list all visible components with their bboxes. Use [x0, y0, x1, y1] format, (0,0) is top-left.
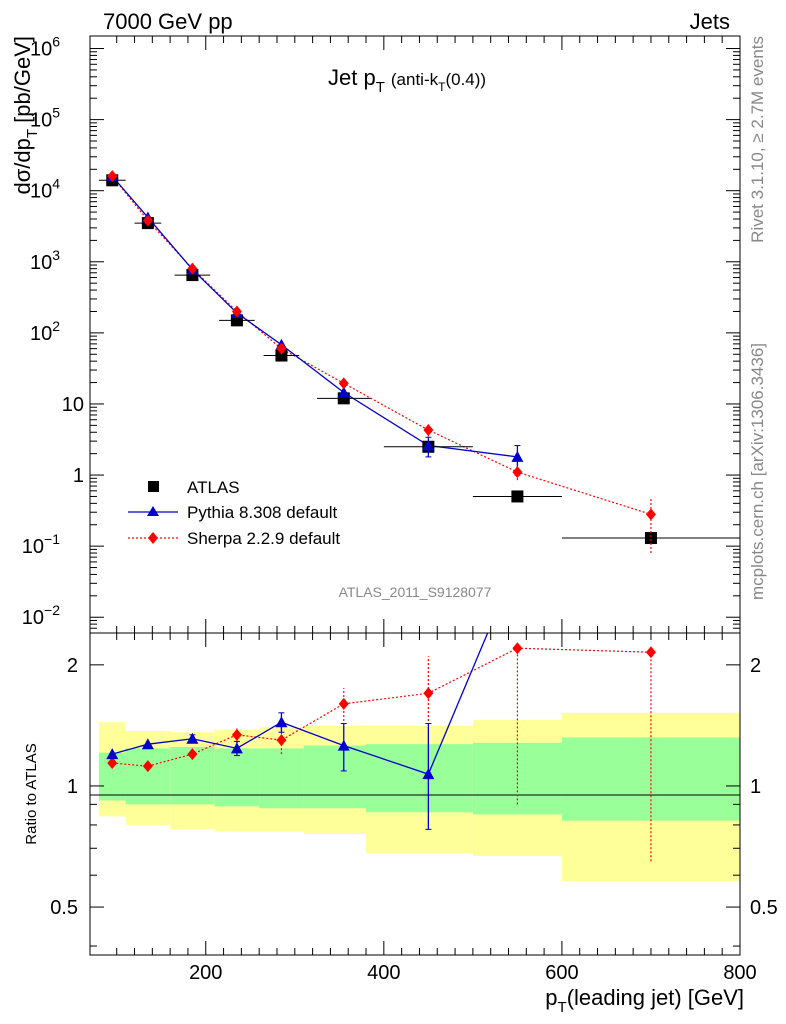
- legend-atlas-label: ATLAS: [187, 478, 240, 497]
- ratio-pythia-point: [275, 716, 288, 728]
- ratio-ytick-label-right: 1: [750, 776, 761, 798]
- legend-sherpa-label: Sherpa 2.2.9 default: [187, 529, 340, 548]
- pythia-point: [511, 450, 524, 462]
- main-axis-ticks: [90, 36, 741, 634]
- legend-sherpa-marker: [148, 532, 158, 544]
- ratio-frame: [89, 632, 741, 956]
- ratio-sherpa-point: [645, 646, 656, 659]
- ratio-pythia-point: [337, 739, 350, 751]
- watermark: ATLAS_2011_S9128077: [339, 584, 492, 600]
- ratio-pythia-point: [230, 742, 243, 754]
- ratio-ytick-label-right: 2: [750, 655, 761, 677]
- ratio-ytick-label-left: 2: [67, 655, 78, 677]
- main-series: [98, 170, 740, 554]
- main-ylabel: dσ/dpT [pb/GeV]: [10, 36, 41, 195]
- ratio-xlabel: pT(leading jet) [GeV]: [545, 985, 744, 1016]
- ratio-series: [106, 556, 656, 862]
- sherpa-point: [512, 466, 523, 479]
- pythia-point: [337, 386, 350, 398]
- ratio-ytick-label-left: 1: [67, 776, 78, 798]
- header-left: 7000 GeV pp: [103, 9, 233, 34]
- ratio-sherpa-point: [187, 748, 198, 761]
- header-right: Jets: [690, 9, 730, 34]
- pythia-line: [111, 175, 518, 458]
- ratio-xtick-label: 800: [723, 962, 756, 984]
- chart-title: Jet pT (anti-kT(0.4)): [328, 65, 486, 96]
- ratio-pythia-line: [112, 633, 489, 775]
- ratio-ylabel: Ratio to ATLAS: [23, 743, 40, 844]
- main-ytick-label: 1: [73, 465, 84, 487]
- sherpa-point: [231, 305, 242, 318]
- ratio-xtick-label: 600: [545, 962, 578, 984]
- legend-pythia-label: Pythia 8.308 default: [187, 503, 338, 522]
- ratio-bands: [98, 712, 740, 882]
- main-ytick-label: 105: [30, 105, 60, 132]
- inner-band: [303, 745, 367, 809]
- main-ytick-label: 102: [30, 318, 60, 345]
- ratio-pythia-point: [422, 768, 435, 780]
- sherpa-point: [107, 170, 118, 183]
- ratio-panel: 0.5 0.5 1 1 2 2 200 400 600 800 Ratio to ATLAS pT…: [23, 556, 778, 1016]
- sherpa-point: [142, 214, 153, 227]
- main-ytick-label: 106: [30, 34, 60, 61]
- sherpa-point: [187, 262, 198, 275]
- sherpa-line: [111, 175, 652, 515]
- inner-band: [366, 744, 473, 813]
- ratio-sherpa-point: [142, 760, 153, 773]
- sherpa-point: [423, 424, 434, 437]
- legend: ATLAS Pythia 8.308 default Sherpa 2.2.9 …: [128, 478, 340, 548]
- main-ytick-label: 103: [30, 247, 60, 274]
- atlas-point: [275, 349, 288, 362]
- ratio-ytick-label-left: 0.5: [50, 897, 78, 919]
- main-ytick-label: 104: [30, 176, 60, 203]
- ratio-xtick-label: 400: [367, 962, 400, 984]
- pythia-point: [422, 439, 435, 451]
- ratio-pythia-point: [141, 738, 154, 750]
- atlas-point: [511, 490, 524, 503]
- ratio-pythia-point: [511, 556, 523, 567]
- ratio-points: [106, 556, 656, 862]
- ratio-sherpa-point: [338, 697, 349, 710]
- atlas-point: [644, 532, 657, 545]
- inner-band: [259, 748, 304, 809]
- sherpa-point: [338, 377, 349, 390]
- mcplots-note: mcplots.cern.ch [arXiv:1306.3436]: [748, 343, 767, 600]
- ratio-sherpa-point: [107, 757, 118, 770]
- ratio-sherpa-point: [276, 734, 287, 747]
- ratio-sherpa-point: [423, 687, 434, 700]
- sherpa-point: [276, 342, 287, 355]
- inner-band: [125, 748, 171, 805]
- inner-band: [214, 748, 260, 807]
- legend-atlas-marker: [148, 481, 159, 492]
- ratio-pythia-point: [186, 732, 199, 744]
- main-ytick-label: 10−1: [22, 531, 60, 558]
- ratio-sherpa-point: [512, 642, 523, 655]
- ratio-tick-labels: 0.5 0.5 1 1 2 2 200 400 600 800: [50, 655, 778, 984]
- sherpa-point: [645, 508, 656, 521]
- legend-pythia-marker: [147, 506, 159, 516]
- ratio-xtick-label: 200: [189, 962, 222, 984]
- ratio-ytick-label-right: 0.5: [750, 897, 778, 919]
- ratio-sherpa-point: [231, 728, 242, 741]
- main-ytick-label: 10: [62, 394, 84, 416]
- ratio-axis-ticks: [90, 633, 741, 955]
- rivet-note: Rivet 3.1.10, ≥ 2.7M events: [748, 36, 767, 243]
- main-ytick-label: 10−2: [22, 602, 60, 629]
- ratio-pythia-point: [106, 748, 119, 760]
